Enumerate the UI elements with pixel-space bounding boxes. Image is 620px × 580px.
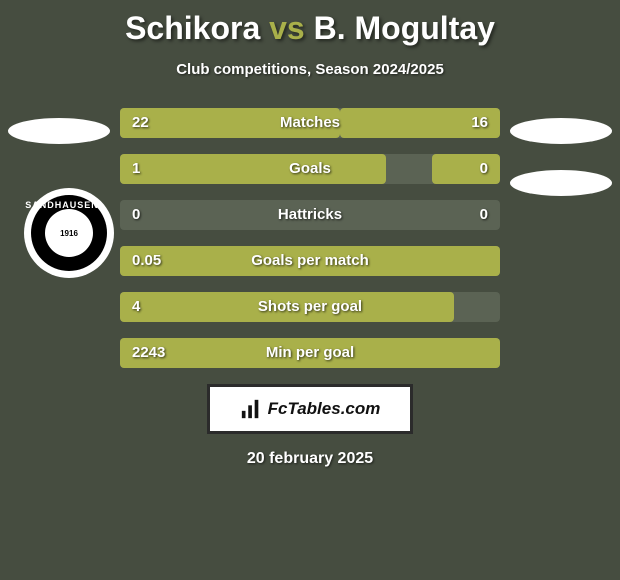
watermark: FcTables.com [207, 384, 413, 434]
flag-right-2 [510, 170, 612, 196]
stat-row: 10Goals [120, 154, 500, 184]
vs-text: vs [269, 10, 305, 46]
chart-icon [240, 398, 262, 420]
stat-label: Goals [120, 154, 500, 184]
watermark-text: FcTables.com [268, 399, 381, 419]
comparison-title: Schikora vs B. Mogultay [0, 0, 620, 47]
stat-row: 2243Min per goal [120, 338, 500, 368]
stat-label: Hattricks [120, 200, 500, 230]
date: 20 february 2025 [0, 450, 620, 468]
player2-name: B. Mogultay [314, 10, 495, 46]
stat-label: Shots per goal [120, 292, 500, 322]
club-logo-year: 1916 [60, 229, 78, 238]
stat-label: Goals per match [120, 246, 500, 276]
subtitle: Club competitions, Season 2024/2025 [0, 61, 620, 78]
flag-right-1 [510, 118, 612, 144]
club-logo-text: SANDHAUSEN [24, 200, 100, 210]
stat-row: 2216Matches [120, 108, 500, 138]
stat-row: 0.05Goals per match [120, 246, 500, 276]
player1-name: Schikora [125, 10, 260, 46]
stat-row: 00Hattricks [120, 200, 500, 230]
chart-stage: 1916 SANDHAUSEN 2216Matches 10Goals 00Hatt… [0, 108, 620, 368]
stat-row: 4Shots per goal [120, 292, 500, 322]
stat-label: Min per goal [120, 338, 500, 368]
flag-left [8, 118, 110, 144]
stat-label: Matches [120, 108, 500, 138]
club-logo: 1916 SANDHAUSEN [24, 188, 114, 278]
stat-bars: 2216Matches 10Goals 00Hattricks 0.05Goals p… [120, 108, 500, 368]
